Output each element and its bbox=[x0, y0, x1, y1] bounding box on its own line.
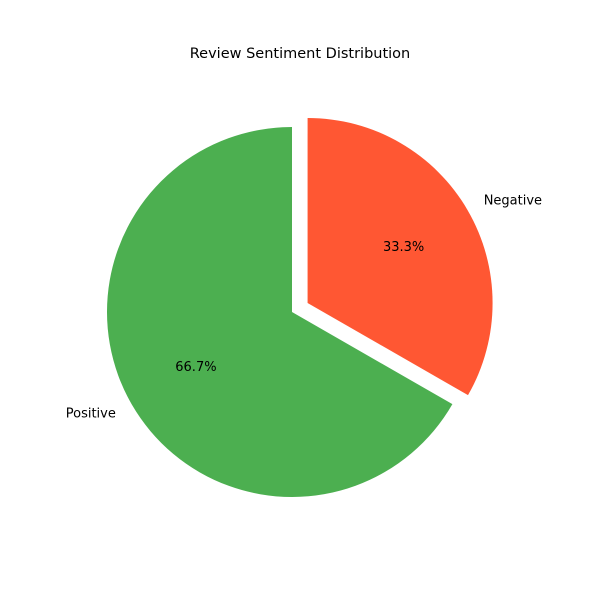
pie-slice-positive bbox=[107, 127, 453, 498]
pie-category-label-positive: Positive bbox=[66, 406, 116, 421]
pie-percent-label-positive: 66.7% bbox=[175, 360, 216, 375]
pie-category-label-negative: Negative bbox=[484, 194, 542, 209]
chart-title: Review Sentiment Distribution bbox=[189, 46, 411, 62]
pie-percent-label-negative: 33.3% bbox=[383, 240, 424, 255]
pie-slice-negative bbox=[307, 117, 493, 396]
